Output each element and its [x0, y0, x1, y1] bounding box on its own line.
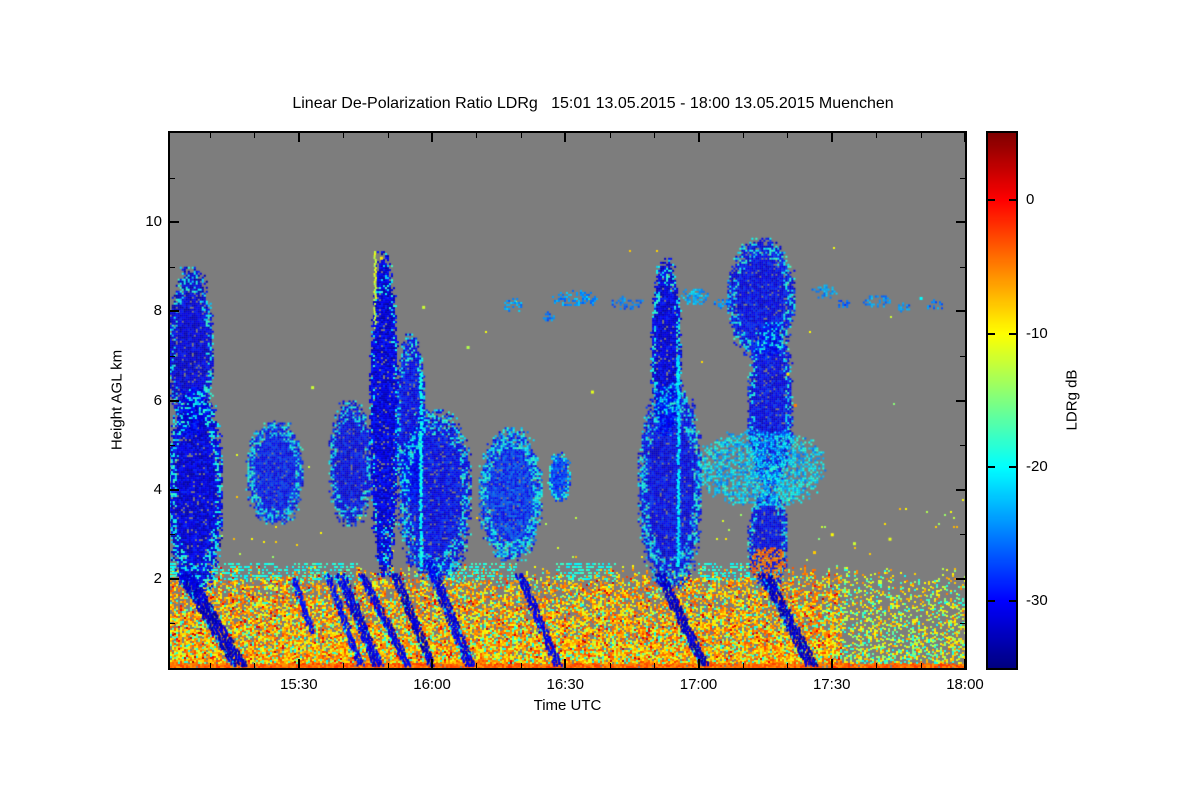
- y-axis-label: Height AGL km: [108, 349, 126, 451]
- chart-title: Linear De-Polarization Ratio LDRg 15:01 …: [292, 95, 894, 112]
- y-tick-label: 10: [145, 213, 162, 231]
- x-tick-label: 16:30: [546, 676, 585, 693]
- y-tick-label: 8: [153, 302, 162, 320]
- colorbar-tick-label: -20: [1026, 458, 1048, 476]
- x-tick-label: 15:30: [280, 676, 318, 693]
- colorbar: [986, 131, 1018, 670]
- heatmap-canvas: [170, 133, 965, 668]
- x-tick-label: 16:00: [413, 676, 451, 693]
- colorbar-tick-label: -30: [1026, 592, 1048, 610]
- y-tick-label: 4: [153, 480, 162, 498]
- x-axis-label: Time UTC: [533, 697, 602, 714]
- colorbar-label: LDRg dB: [1063, 369, 1081, 431]
- colorbar-canvas: [988, 133, 1016, 668]
- x-tick-label: 17:00: [679, 676, 718, 693]
- plot-area: [168, 131, 967, 670]
- x-tick-label: 18:00: [946, 676, 984, 693]
- colorbar-tick-label: 0: [1026, 190, 1035, 208]
- x-tick-label: 17:30: [812, 676, 851, 693]
- y-tick-label: 2: [153, 569, 162, 587]
- colorbar-tick-label: -10: [1026, 324, 1048, 342]
